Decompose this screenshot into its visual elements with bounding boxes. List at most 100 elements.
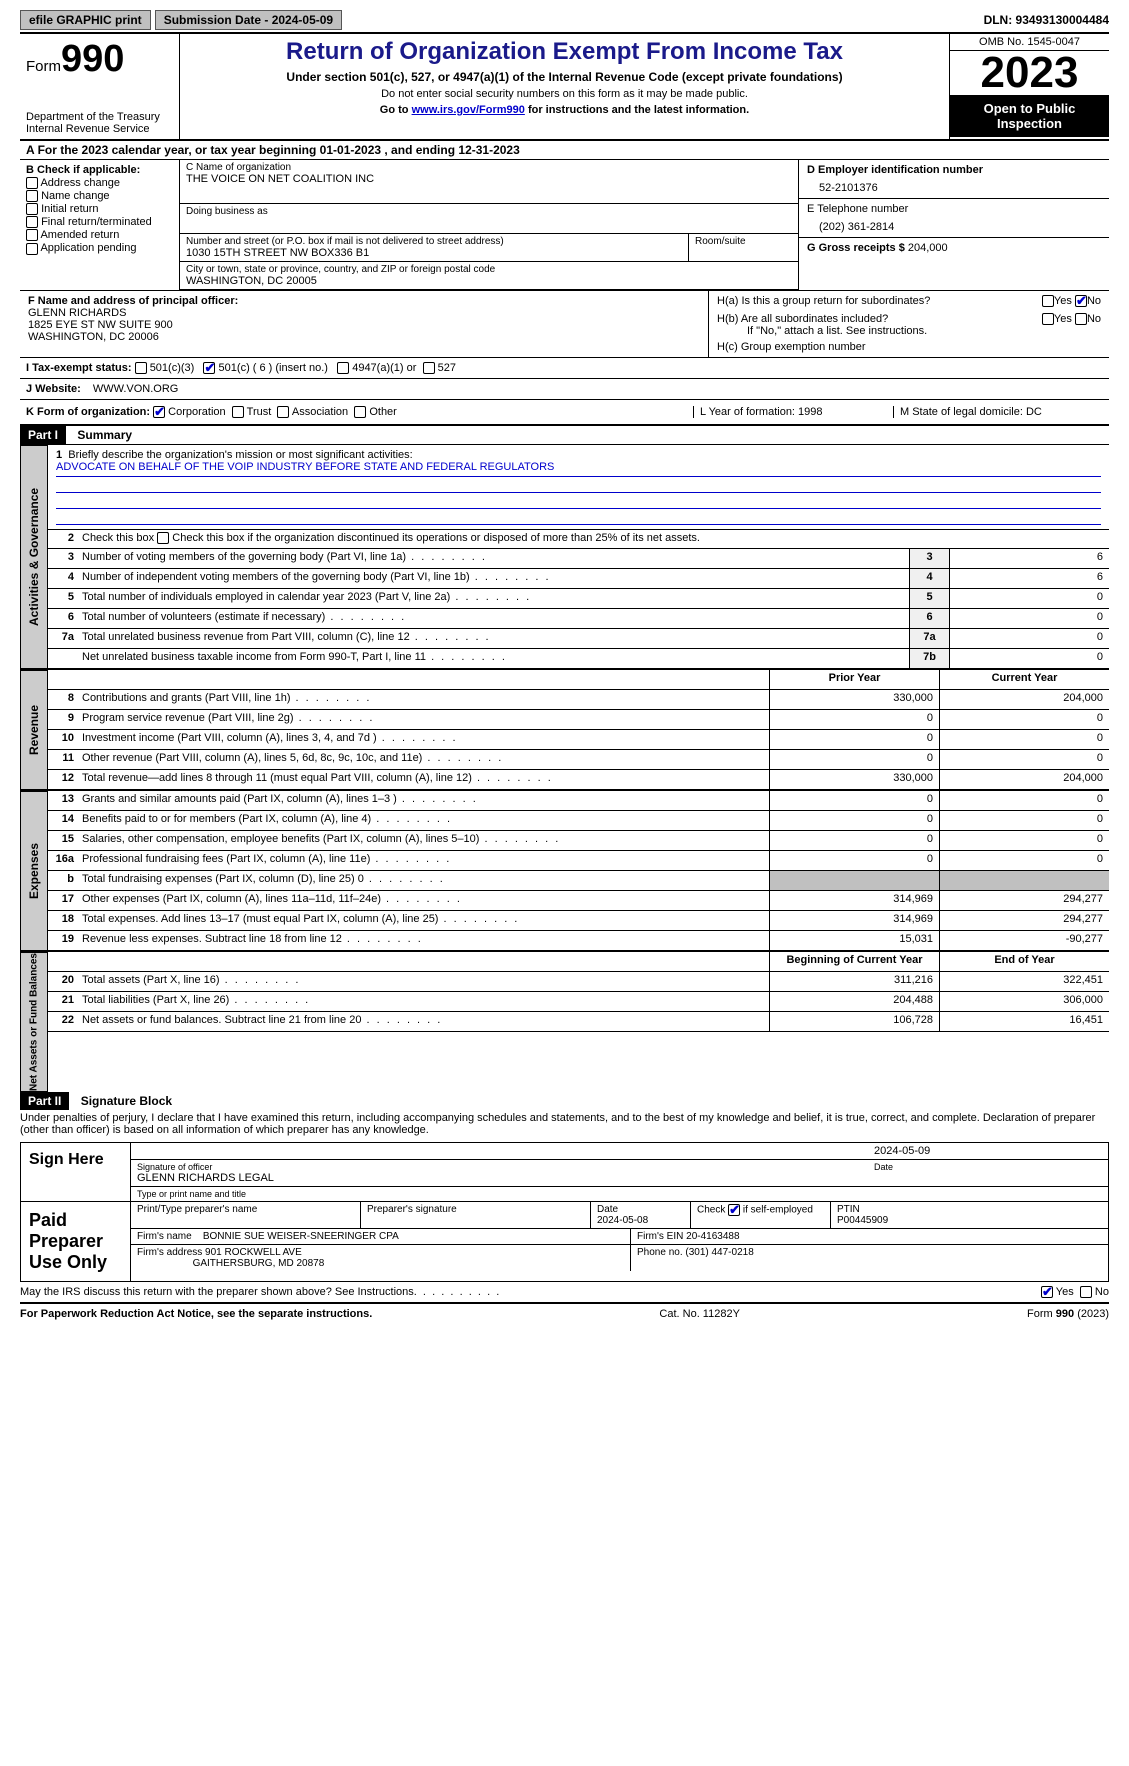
governance-section: Activities & Governance 1 Briefly descri… bbox=[20, 444, 1109, 669]
officer-addr2: WASHINGTON, DC 20006 bbox=[28, 331, 700, 343]
part-1-title: Summary bbox=[69, 426, 140, 444]
officer-name: GLENN RICHARDS bbox=[28, 307, 700, 319]
summary-row: 14Benefits paid to or for members (Part … bbox=[48, 811, 1109, 831]
discuss-with-preparer: May the IRS discuss this return with the… bbox=[20, 1282, 1109, 1302]
hdr-begin-year: Beginning of Current Year bbox=[769, 952, 939, 971]
row-k-form-org: K Form of organization: Corporation Trus… bbox=[20, 400, 1109, 426]
ein-value: 52-2101376 bbox=[807, 176, 1101, 194]
check-527[interactable] bbox=[423, 362, 435, 374]
street-label: Number and street (or P.O. box if mail i… bbox=[186, 236, 682, 247]
summary-row: 17Other expenses (Part IX, column (A), l… bbox=[48, 891, 1109, 911]
check-association[interactable] bbox=[277, 406, 289, 418]
type-name-title-label: Type or print name and title bbox=[131, 1187, 1108, 1201]
check-corporation[interactable] bbox=[153, 406, 165, 418]
officer-addr1: 1825 EYE ST NW SUITE 900 bbox=[28, 319, 700, 331]
sig-officer-name: GLENN RICHARDS LEGAL bbox=[137, 1172, 862, 1184]
check-amended[interactable]: Amended return bbox=[26, 229, 173, 241]
side-net-assets: Net Assets or Fund Balances bbox=[20, 952, 48, 1092]
date-label: Date bbox=[868, 1160, 1108, 1187]
mission-blank-3 bbox=[56, 509, 1101, 525]
mission-label: Briefly describe the organization's miss… bbox=[68, 449, 412, 461]
summary-row: 11Other revenue (Part VIII, column (A), … bbox=[48, 750, 1109, 770]
summary-row: 7aTotal unrelated business revenue from … bbox=[48, 629, 1109, 649]
signature-block: Sign Here 2024-05-09 Signature of office… bbox=[20, 1142, 1109, 1282]
h-c-exemption: H(c) Group exemption number bbox=[717, 341, 1101, 353]
summary-row: Net unrelated business taxable income fr… bbox=[48, 649, 1109, 669]
part-2-label: Part II bbox=[20, 1092, 69, 1110]
box-b-header: B Check if applicable: bbox=[26, 164, 173, 176]
form-header: Form990 Department of the Treasury Inter… bbox=[20, 34, 1109, 141]
sig-officer-label: Signature of officer bbox=[137, 1162, 862, 1172]
row-i-tax-status: I Tax-exempt status: 501(c)(3) 501(c) ( … bbox=[20, 358, 1109, 378]
tax-year: 2023 bbox=[950, 51, 1109, 95]
paperwork-notice: For Paperwork Reduction Act Notice, see … bbox=[20, 1308, 372, 1320]
firm-phone: Phone no. (301) 447-0218 bbox=[631, 1245, 1108, 1271]
check-other[interactable] bbox=[354, 406, 366, 418]
website-label: J Website: bbox=[20, 379, 87, 399]
state-domicile: M State of legal domicile: DC bbox=[893, 406, 1103, 418]
summary-row: 16aProfessional fundraising fees (Part I… bbox=[48, 851, 1109, 871]
top-bar: efile GRAPHIC print Submission Date - 20… bbox=[20, 10, 1109, 34]
org-name-label: C Name of organization bbox=[186, 162, 792, 173]
paid-preparer-label: Paid Preparer Use Only bbox=[21, 1202, 131, 1281]
goto-prefix: Go to bbox=[380, 104, 412, 116]
summary-row: 10Investment income (Part VIII, column (… bbox=[48, 730, 1109, 750]
summary-row: 19Revenue less expenses. Subtract line 1… bbox=[48, 931, 1109, 951]
prep-sig-label: Preparer's signature bbox=[361, 1202, 591, 1229]
prep-name-label: Print/Type preparer's name bbox=[131, 1202, 361, 1229]
check-initial-return[interactable]: Initial return bbox=[26, 203, 173, 215]
form-footer-label: Form 990 (2023) bbox=[1027, 1308, 1109, 1320]
discuss-no[interactable] bbox=[1080, 1286, 1092, 1298]
firm-addr1: 901 ROCKWELL AVE bbox=[205, 1247, 302, 1258]
summary-row: 18Total expenses. Add lines 13–17 (must … bbox=[48, 911, 1109, 931]
street-address: 1030 15TH STREET NW BOX336 B1 bbox=[186, 247, 682, 259]
check-4947[interactable] bbox=[337, 362, 349, 374]
dba-label: Doing business as bbox=[186, 206, 792, 217]
gross-receipts-value: 204,000 bbox=[908, 242, 948, 254]
phone-label: E Telephone number bbox=[807, 203, 1101, 215]
summary-row: 3Number of voting members of the governi… bbox=[48, 549, 1109, 569]
submission-date: Submission Date - 2024-05-09 bbox=[155, 10, 342, 30]
phone-value: (202) 361-2814 bbox=[807, 215, 1101, 233]
part-2-title: Signature Block bbox=[73, 1092, 180, 1110]
row-f-h: F Name and address of principal officer:… bbox=[20, 291, 1109, 358]
h-b-note: If "No," attach a list. See instructions… bbox=[717, 325, 1101, 337]
self-employed-check: Check if self-employed bbox=[691, 1202, 831, 1229]
dln-number: DLN: 93493130004484 bbox=[984, 13, 1109, 27]
room-label: Room/suite bbox=[695, 236, 792, 247]
summary-row: 6Total number of volunteers (estimate if… bbox=[48, 609, 1109, 629]
side-expenses: Expenses bbox=[20, 791, 48, 951]
box-b-checkboxes: B Check if applicable: Address change Na… bbox=[20, 160, 180, 290]
mission-blank-2 bbox=[56, 493, 1101, 509]
check-trust[interactable] bbox=[232, 406, 244, 418]
ptin-value: P00445909 bbox=[837, 1215, 888, 1226]
hdr-current-year: Current Year bbox=[939, 670, 1109, 689]
revenue-section: Revenue Prior Year Current Year 8Contrib… bbox=[20, 669, 1109, 790]
sig-date: 2024-05-09 bbox=[868, 1143, 1108, 1160]
check-app-pending[interactable]: Application pending bbox=[26, 242, 173, 254]
goto-suffix: for instructions and the latest informat… bbox=[528, 104, 749, 116]
efile-print-button[interactable]: efile GRAPHIC print bbox=[20, 10, 151, 30]
prep-date: 2024-05-08 bbox=[597, 1215, 648, 1226]
check-address-change[interactable]: Address change bbox=[26, 177, 173, 189]
summary-row: 4Number of independent voting members of… bbox=[48, 569, 1109, 589]
discuss-yes[interactable] bbox=[1041, 1286, 1053, 1298]
form-number: 990 bbox=[61, 38, 124, 80]
summary-row: 20Total assets (Part X, line 16)311,2163… bbox=[48, 972, 1109, 992]
check-501c[interactable] bbox=[203, 362, 215, 374]
page-footer: For Paperwork Reduction Act Notice, see … bbox=[20, 1302, 1109, 1324]
form-title: Return of Organization Exempt From Incom… bbox=[188, 38, 941, 66]
check-name-change[interactable]: Name change bbox=[26, 190, 173, 202]
open-inspection: Open to Public Inspection bbox=[950, 95, 1109, 137]
irs-link[interactable]: www.irs.gov/Form990 bbox=[412, 104, 525, 116]
side-revenue: Revenue bbox=[20, 670, 48, 790]
firm-name: BONNIE SUE WEISER-SNEERINGER CPA bbox=[203, 1231, 399, 1242]
hdr-end-year: End of Year bbox=[939, 952, 1109, 971]
firm-addr2: GAITHERSBURG, MD 20878 bbox=[193, 1258, 325, 1269]
part-2-header-row: Part II Signature Block bbox=[20, 1092, 1109, 1110]
check-final-return[interactable]: Final return/terminated bbox=[26, 216, 173, 228]
check-501c3[interactable] bbox=[135, 362, 147, 374]
mission-text: ADVOCATE ON BEHALF OF THE VOIP INDUSTRY … bbox=[56, 461, 1101, 477]
form-label: Form bbox=[26, 58, 61, 75]
summary-row: 5Total number of individuals employed in… bbox=[48, 589, 1109, 609]
